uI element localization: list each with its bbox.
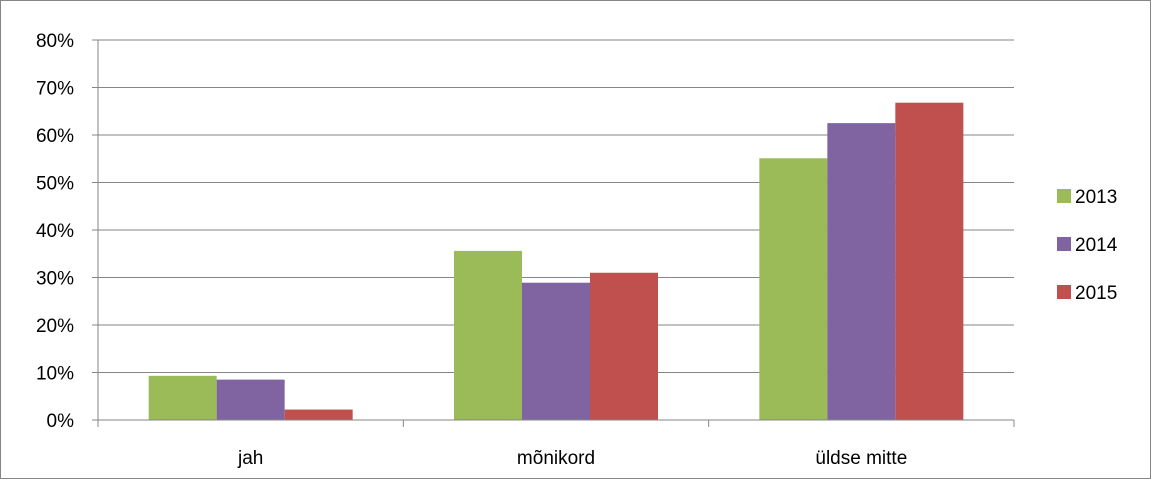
bar-2013-0 (148, 375, 217, 420)
legend-swatch-2013 (1057, 189, 1071, 203)
legend-label-2013: 2013 (1075, 187, 1117, 208)
y-tick-label: 40% (36, 221, 74, 242)
axes (92, 39, 1015, 427)
y-tick-label: 30% (36, 269, 74, 290)
bar-2014-1 (522, 282, 590, 420)
bar-2015-0 (284, 409, 353, 420)
legend-swatch-2015 (1057, 285, 1071, 299)
y-tick-labels: 0% 10% 20% 30% 40% 50% 60% 70% 80% (36, 31, 74, 432)
legend-label-2015: 2015 (1075, 283, 1117, 304)
x-category-label: üldse mitte (815, 448, 907, 469)
x-category-labels: jah mõnikord üldse mitte (237, 448, 907, 469)
gridlines (98, 39, 1014, 373)
y-tick-label: 70% (36, 79, 74, 100)
bar-2014-2 (827, 123, 896, 420)
y-tick-label: 50% (36, 174, 74, 195)
bar-2013-2 (759, 158, 828, 420)
y-tick-label: 20% (36, 316, 74, 337)
bars (148, 102, 964, 420)
y-tick-label: 10% (36, 364, 74, 385)
bar-2015-1 (590, 272, 658, 420)
legend: 2013 2014 2015 (1057, 187, 1118, 304)
y-tick-label: 60% (36, 126, 74, 147)
y-tick-label: 80% (36, 31, 74, 52)
y-tick-label: 0% (47, 411, 75, 432)
legend-swatch-2014 (1057, 237, 1071, 251)
bar-2013-1 (454, 250, 522, 420)
x-category-label: mõnikord (517, 448, 595, 469)
bar-2015-2 (895, 102, 964, 420)
legend-label-2014: 2014 (1075, 235, 1118, 256)
bar-2014-0 (216, 379, 285, 420)
x-category-label: jah (237, 448, 263, 469)
